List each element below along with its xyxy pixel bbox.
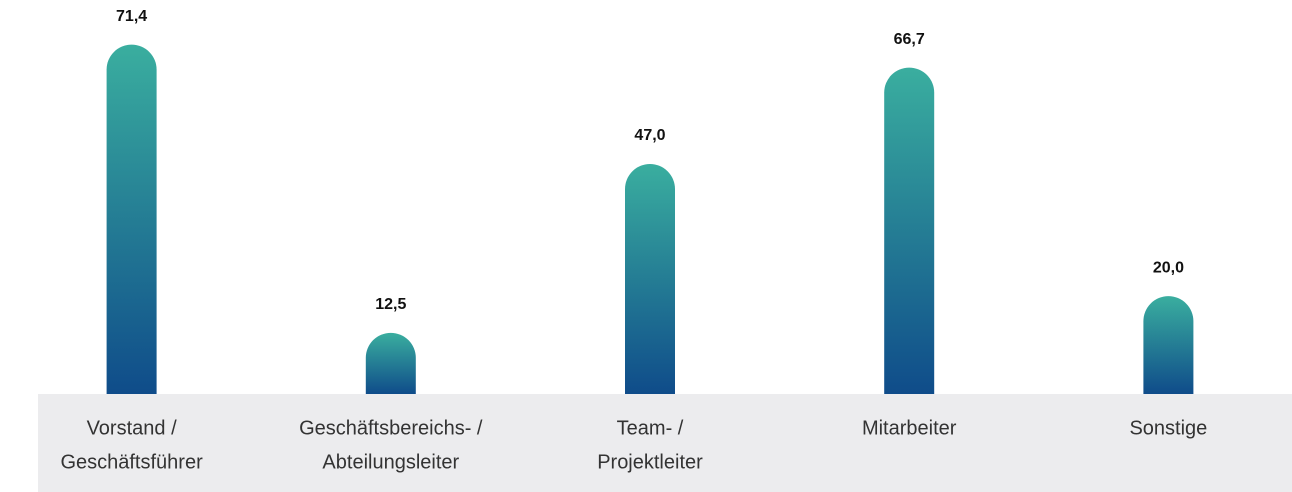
value-label: 66,7 [894, 31, 925, 48]
value-label: 71,4 [116, 8, 147, 25]
category-band [38, 394, 1292, 492]
bar [106, 44, 157, 394]
x-tick-label: Mitarbeiter [862, 417, 957, 439]
bar [625, 164, 675, 394]
x-tick-label: Sonstige [1129, 417, 1207, 439]
x-tick-label: Abteilungsleiter [322, 451, 459, 473]
bar [365, 332, 416, 394]
x-tick-label: Projektleiter [597, 451, 703, 473]
x-tick-label: Geschäftsführer [60, 451, 203, 473]
value-label: 47,0 [634, 127, 665, 144]
x-tick-label: Vorstand / [87, 417, 178, 439]
bar [1143, 296, 1194, 394]
value-label: 12,5 [375, 296, 406, 313]
bar [884, 67, 935, 394]
x-tick-label: Team- / [617, 417, 684, 439]
value-label: 20,0 [1153, 259, 1184, 276]
x-tick-label: Geschäftsbereichs- / [299, 417, 483, 439]
